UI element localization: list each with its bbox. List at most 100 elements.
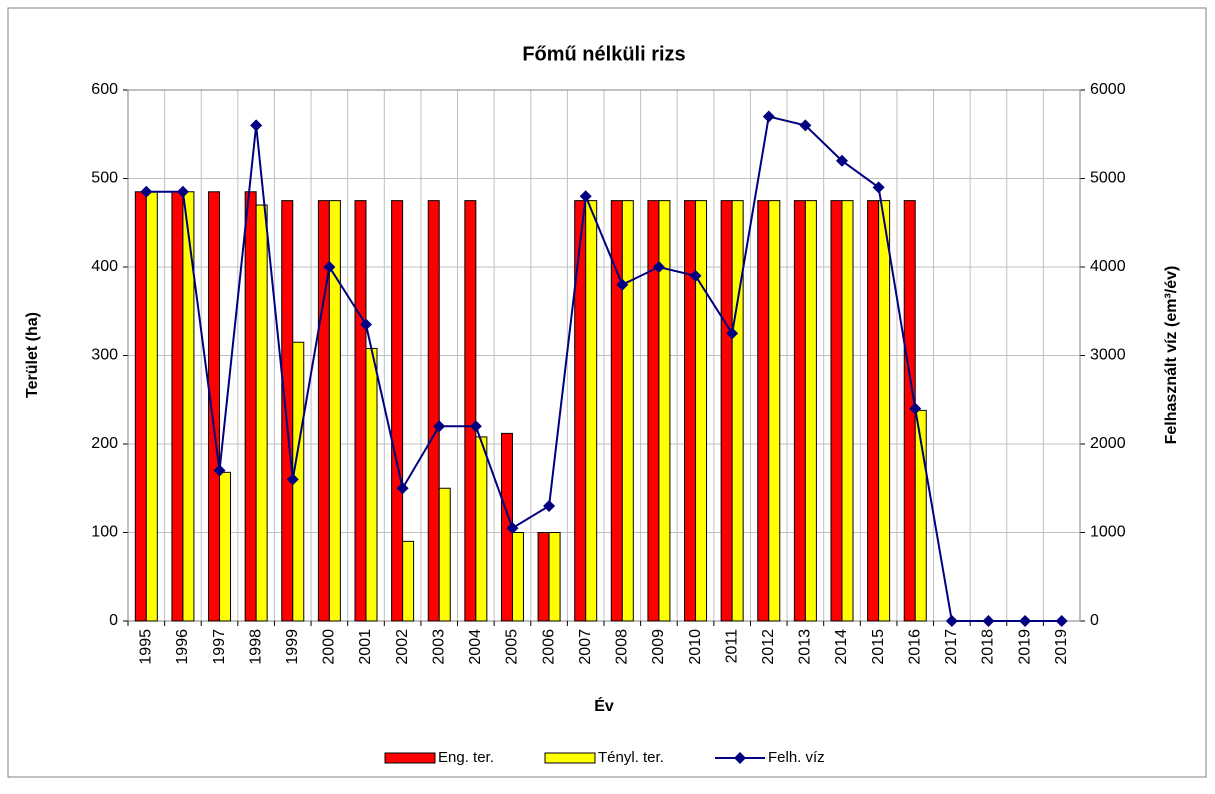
bar <box>720 200 733 622</box>
legend-swatch <box>544 752 596 764</box>
bar <box>793 200 806 622</box>
bar <box>438 487 451 622</box>
bar <box>255 204 268 622</box>
x-axis-label: Év <box>594 696 614 715</box>
x-tick-label: 2005 <box>504 629 521 665</box>
x-tick-label: 1998 <box>247 629 264 665</box>
y2-axis-label: Felhasznált víz (em³/év) <box>1163 266 1180 445</box>
bar <box>365 347 378 622</box>
legend-label: Eng. ter. <box>438 749 494 766</box>
x-tick-label: 2013 <box>797 629 814 665</box>
bar <box>757 200 770 622</box>
line-marker <box>396 482 409 495</box>
line-marker <box>836 154 848 167</box>
x-tick-label: 1997 <box>211 629 228 665</box>
y-tick-label: 0 <box>109 612 118 629</box>
line-marker <box>616 278 629 291</box>
bar <box>511 532 524 622</box>
bar <box>658 200 671 622</box>
bar <box>621 200 634 622</box>
line-marker <box>945 615 958 627</box>
x-tick-label: 2007 <box>577 629 594 665</box>
bar <box>574 200 587 622</box>
line-marker <box>799 119 812 132</box>
y2-tick-label: 5000 <box>1090 170 1126 187</box>
line-marker <box>909 402 922 415</box>
line-marker <box>433 420 446 433</box>
line-marker <box>323 261 336 273</box>
x-tick-label: 1999 <box>284 629 301 665</box>
line-marker <box>652 261 665 273</box>
x-tick-label: 2019 <box>1053 629 1070 665</box>
x-tick-label: 2014 <box>833 629 850 665</box>
bar <box>537 532 550 622</box>
chart-title: Főmű nélküli rizs <box>522 43 685 65</box>
bar <box>208 191 221 622</box>
x-tick-label: 1995 <box>138 629 155 665</box>
y2-tick-label: 3000 <box>1090 347 1126 364</box>
y2-tick-label: 4000 <box>1090 258 1126 275</box>
bar <box>878 200 891 622</box>
line-marker <box>469 420 482 433</box>
y2-tick-label: 2000 <box>1090 435 1126 452</box>
legend-label: Tényl. ter. <box>598 749 664 766</box>
x-tick-label: 2012 <box>760 629 777 665</box>
y-axis-label: Terület (ha) <box>24 312 41 398</box>
bar <box>830 200 843 622</box>
line-marker <box>176 185 189 198</box>
bar <box>328 200 341 622</box>
x-tick-label: 2010 <box>687 629 704 665</box>
line-marker <box>1019 615 1032 627</box>
bar <box>867 200 880 622</box>
line-marker <box>360 318 372 331</box>
x-tick-label: 1996 <box>174 629 191 665</box>
line-marker <box>543 499 556 512</box>
bar <box>548 532 561 622</box>
line-marker <box>140 185 153 198</box>
line-marker <box>762 110 775 123</box>
bar <box>391 200 404 622</box>
bar <box>219 471 232 622</box>
line-marker <box>726 327 739 340</box>
line-marker <box>286 473 299 486</box>
line-marker <box>872 181 885 194</box>
bar <box>768 200 781 622</box>
x-tick-label: 2003 <box>430 629 447 665</box>
y2-tick-label: 6000 <box>1090 81 1126 98</box>
x-tick-label: 2006 <box>540 629 557 665</box>
line-marker <box>1055 615 1068 627</box>
bar <box>402 540 415 622</box>
line-marker <box>982 615 995 627</box>
legend-swatch <box>384 752 436 764</box>
x-tick-label: 2018 <box>980 629 997 665</box>
y-tick-label: 300 <box>91 347 118 364</box>
line-marker <box>250 119 263 132</box>
y-tick-label: 100 <box>91 524 118 541</box>
x-tick-label: 2002 <box>394 629 411 665</box>
x-tick-label: 2016 <box>906 629 923 665</box>
bar <box>134 191 147 622</box>
y-tick-label: 600 <box>91 81 118 98</box>
line-series <box>146 115 1062 622</box>
line-marker <box>506 522 519 535</box>
y-tick-label: 500 <box>91 170 118 187</box>
bar <box>684 200 697 622</box>
bar <box>171 191 184 622</box>
x-tick-label: 2011 <box>723 629 740 664</box>
legend-marker <box>734 752 746 764</box>
bar <box>475 436 488 622</box>
x-tick-label: 2008 <box>614 629 631 665</box>
x-tick-label: 2017 <box>943 629 960 665</box>
x-tick-label: 2015 <box>870 629 887 665</box>
bar <box>841 200 854 622</box>
bar <box>914 409 927 622</box>
bar <box>585 200 598 622</box>
line-marker <box>579 190 592 203</box>
line-marker <box>689 269 702 282</box>
x-tick-label: 2004 <box>467 629 484 665</box>
bar <box>354 200 367 622</box>
bar <box>464 200 477 622</box>
bar <box>804 200 817 622</box>
x-tick-label: 2009 <box>650 629 667 665</box>
bar <box>145 191 158 622</box>
